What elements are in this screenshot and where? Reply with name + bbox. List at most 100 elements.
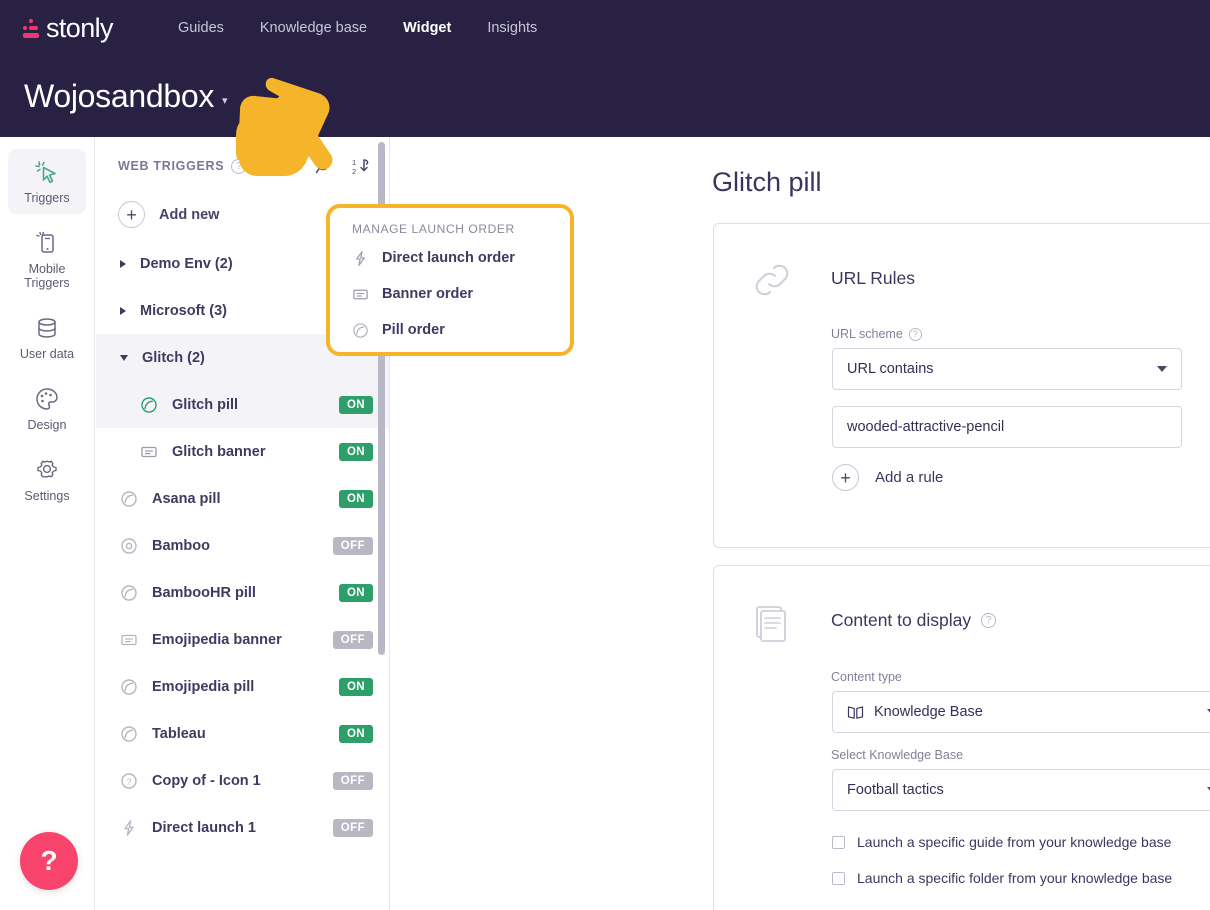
- question-mark-icon[interactable]: ?: [908, 327, 922, 341]
- pill-icon: [121, 678, 137, 695]
- trigger-row-tableau[interactable]: Tableau ON: [96, 710, 389, 757]
- status-badge: ON: [338, 442, 373, 461]
- add-rule-label: Add a rule: [875, 469, 944, 486]
- trigger-label: Emojipedia banner: [152, 631, 282, 648]
- url-match-value: wooded-attractive-pencil: [847, 419, 1005, 435]
- url-match-input[interactable]: wooded-attractive-pencil: [832, 406, 1182, 448]
- popup-item-banner-order[interactable]: Banner order: [330, 276, 570, 312]
- popup-item-label: Direct launch order: [382, 250, 515, 266]
- pill-icon: [121, 490, 137, 507]
- nav-link-insights[interactable]: Insights: [487, 20, 538, 36]
- url-scheme-select[interactable]: URL contains: [832, 348, 1182, 390]
- question-circle-icon: ?: [121, 772, 137, 789]
- trigger-row-bamboohr-pill[interactable]: BambooHR pill ON: [96, 569, 389, 616]
- knowledge-base-value: Football tactics: [847, 782, 944, 798]
- trigger-row-glitch-pill[interactable]: Glitch pill ON: [96, 381, 389, 428]
- checkbox-label: Launch a specific folder from your knowl…: [857, 870, 1173, 886]
- add-new-trigger-button[interactable]: + Add new: [96, 195, 389, 234]
- question-mark-icon[interactable]: ?: [981, 613, 997, 628]
- chevron-right-icon: [120, 259, 126, 268]
- question-mark-icon[interactable]: ?: [231, 158, 247, 174]
- cursor-click-icon: [35, 161, 56, 184]
- folder-row-microsoft[interactable]: Microsoft (3): [96, 287, 389, 334]
- help-button[interactable]: ?: [20, 832, 78, 890]
- trigger-label: Asana pill: [152, 490, 221, 507]
- status-badge: ON: [338, 724, 373, 743]
- sidebar-item-design[interactable]: Design: [8, 376, 86, 441]
- popup-item-pill-order[interactable]: Pill order: [330, 312, 570, 348]
- banner-icon: [353, 289, 368, 299]
- content-to-display-title: Content to display ?: [831, 610, 997, 631]
- trigger-row-asana-pill[interactable]: Asana pill ON: [96, 475, 389, 522]
- nav-link-widget[interactable]: Widget: [403, 20, 452, 36]
- trigger-list-title: WEB TRIGGERS: [118, 159, 225, 173]
- trigger-label: Direct launch 1: [152, 819, 256, 836]
- trigger-label: Copy of - Icon 1: [152, 772, 261, 789]
- document-lines-icon: [756, 606, 786, 642]
- plus-circle-icon: +: [832, 464, 859, 491]
- trigger-row-glitch-banner[interactable]: Glitch banner ON: [96, 428, 389, 475]
- svg-text:?: ?: [127, 776, 132, 786]
- trigger-row-emojipedia-pill[interactable]: Emojipedia pill ON: [96, 663, 389, 710]
- banner-icon: [141, 446, 157, 457]
- status-badge: OFF: [332, 536, 373, 555]
- chevron-right-icon: [120, 306, 126, 315]
- trigger-row-copy-of-icon-1[interactable]: ? Copy of - Icon 1 OFF: [96, 757, 389, 804]
- content-type-label: Content type: [831, 670, 902, 684]
- status-badge: ON: [338, 489, 373, 508]
- sidebar-item-user-data[interactable]: User data: [8, 305, 86, 370]
- nav-link-knowledge-base[interactable]: Knowledge base: [259, 20, 368, 36]
- status-badge: ON: [338, 583, 373, 602]
- lightning-bolt-icon: [356, 250, 365, 266]
- workspace-name: Wojosandbox: [24, 78, 215, 114]
- chevron-down-icon: [1207, 787, 1210, 793]
- trigger-list-scrollbar[interactable]: [378, 142, 385, 655]
- gear-icon: [37, 460, 57, 478]
- stonly-logo-icon: [22, 19, 40, 39]
- chevron-down-icon: ▾: [222, 95, 228, 107]
- trigger-row-emojipedia-banner[interactable]: Emojipedia banner OFF: [96, 616, 389, 663]
- popup-item-label: Pill order: [382, 322, 445, 338]
- knowledge-base-select[interactable]: Football tactics: [832, 769, 1210, 811]
- url-scheme-value: URL contains: [847, 361, 934, 377]
- plus-circle-icon: +: [118, 201, 145, 228]
- chevron-down-icon: [120, 354, 128, 361]
- search-icon[interactable]: [315, 157, 334, 176]
- sort-order-icon[interactable]: 1 2: [352, 157, 371, 176]
- sidebar-item-label-user-data: User data: [19, 347, 75, 361]
- add-rule-button[interactable]: + Add a rule: [832, 464, 943, 491]
- palette-icon: [36, 388, 58, 410]
- sidebar-item-triggers[interactable]: Triggers: [8, 149, 86, 214]
- checkbox-launch-specific-guide[interactable]: Launch a specific guide from your knowle…: [832, 834, 1171, 850]
- pill-icon: [141, 396, 157, 413]
- url-rules-card: URL Rules URL scheme ? URL contains wood…: [713, 223, 1210, 548]
- sidebar-item-mobile-triggers[interactable]: Mobile Triggers: [8, 220, 86, 299]
- database-icon: [38, 318, 56, 338]
- add-new-label: Add new: [159, 206, 220, 223]
- trigger-row-direct-launch-1[interactable]: Direct launch 1 OFF: [96, 804, 389, 851]
- popup-item-direct-launch-order[interactable]: Direct launch order: [330, 240, 570, 276]
- top-navigation-bar: stonly Guides Knowledge base Widget Insi…: [0, 0, 1210, 137]
- folder-label: Glitch (2): [142, 349, 205, 366]
- main-nav-links: Guides Knowledge base Widget Insights: [160, 14, 555, 42]
- status-badge: ON: [338, 677, 373, 696]
- checkbox-launch-specific-folder[interactable]: Launch a specific folder from your knowl…: [832, 870, 1172, 886]
- brand-logo[interactable]: stonly: [22, 13, 130, 43]
- workspace-switcher[interactable]: Wojosandbox ▾: [24, 78, 228, 115]
- folder-row-demo-env[interactable]: Demo Env (2): [96, 240, 389, 287]
- content-type-select[interactable]: Knowledge Base: [832, 691, 1210, 733]
- checkbox-icon: [832, 835, 845, 849]
- popup-title: MANAGE LAUNCH ORDER: [352, 222, 515, 236]
- trigger-list-header: WEB TRIGGERS ? 1 2: [96, 137, 389, 195]
- sidebar-item-settings[interactable]: Settings: [8, 447, 86, 512]
- trigger-row-bamboo[interactable]: Bamboo OFF: [96, 522, 389, 569]
- checkbox-icon: [832, 871, 845, 885]
- svg-text:1: 1: [352, 158, 356, 167]
- nav-link-guides[interactable]: Guides: [177, 20, 224, 36]
- status-badge: OFF: [332, 818, 373, 837]
- trigger-label: Emojipedia pill: [152, 678, 255, 695]
- pill-icon: [121, 725, 137, 742]
- select-knowledge-base-label: Select Knowledge Base: [831, 748, 964, 762]
- url-rules-title: URL Rules: [831, 268, 915, 288]
- pill-icon: [121, 584, 137, 601]
